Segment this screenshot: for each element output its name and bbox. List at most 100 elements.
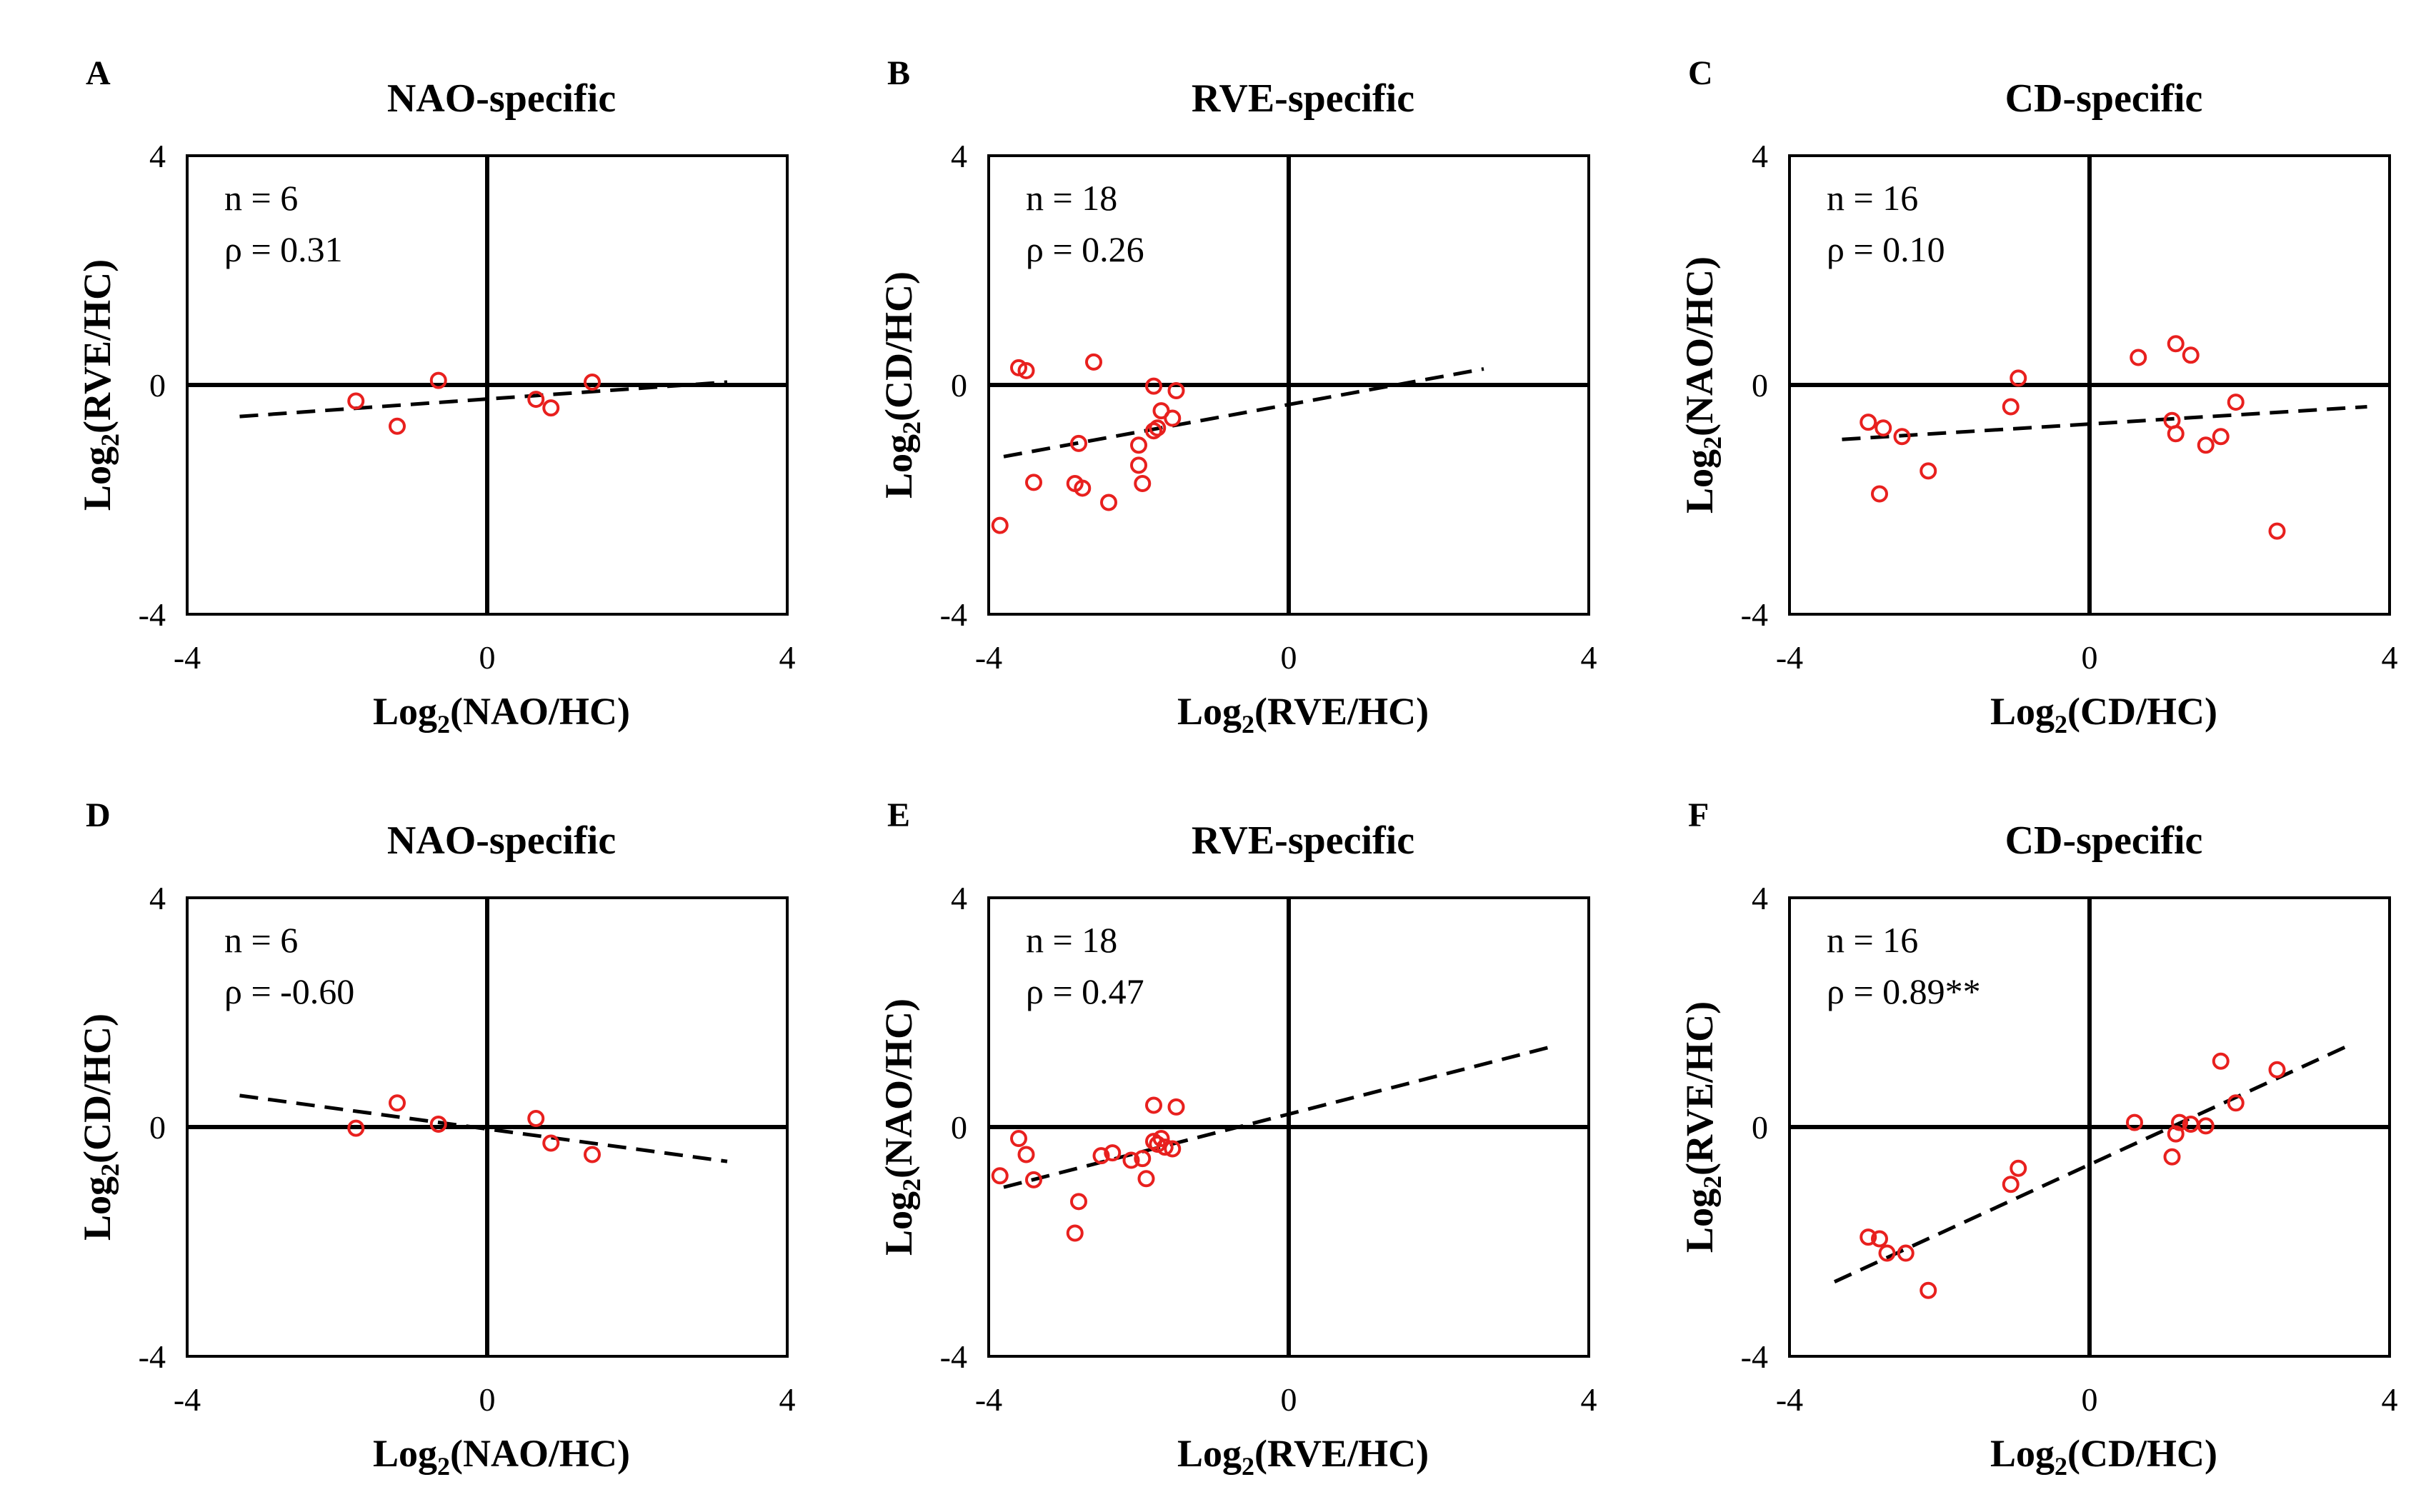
data-point	[1871, 485, 1888, 503]
data-point	[2212, 1052, 2230, 1070]
trendline	[1003, 367, 1484, 459]
data-point	[1145, 377, 1162, 395]
data-point	[2126, 1113, 2143, 1131]
data-point	[1010, 359, 1027, 376]
y-tick-label: 4	[951, 138, 967, 174]
rho-label: ρ = -0.60	[224, 971, 354, 1011]
data-point	[1122, 1151, 1140, 1169]
rho-label: ρ = 0.26	[1026, 229, 1144, 269]
data-point	[1100, 494, 1117, 511]
data-point	[1897, 1244, 1915, 1262]
data-point	[991, 516, 1009, 534]
data-point	[1104, 1144, 1122, 1162]
data-point	[1130, 436, 1147, 454]
trendline	[239, 380, 728, 419]
data-point	[2167, 425, 2185, 443]
chart-panel-d: D NAO-specific -4 0 4 4 0 -4 Log2(NAO/HC) Log2(CD…	[76, 796, 796, 1481]
data-point	[2010, 369, 2027, 387]
data-point	[389, 417, 406, 435]
chart-title: RVE-specific	[1192, 76, 1414, 121]
data-point	[1134, 1150, 1152, 1168]
data-point	[1085, 353, 1102, 371]
data-point	[1893, 428, 1911, 446]
data-point	[429, 1115, 447, 1133]
data-point	[1010, 1130, 1027, 1148]
x-tick-label: 4	[1581, 1381, 1597, 1418]
data-point	[1025, 1171, 1042, 1188]
data-point	[1164, 409, 1182, 427]
y-axis-label: Log2(CD/HC)	[76, 1013, 124, 1241]
data-point	[1167, 1098, 1185, 1116]
panel-letter: E	[887, 796, 910, 834]
data-point	[2212, 428, 2230, 446]
trendline	[1003, 1045, 1552, 1189]
data-point	[2130, 349, 2147, 366]
data-point	[542, 399, 560, 417]
data-point	[1066, 1224, 1084, 1242]
x-tick-label: 0	[1281, 639, 1297, 676]
x-tick-label: -4	[975, 639, 1002, 676]
y-tick-label: 0	[951, 1109, 967, 1146]
y-tick-label: 4	[149, 880, 166, 916]
data-point	[2002, 1176, 2020, 1193]
x-tick-label: -4	[1776, 1381, 1803, 1418]
panel-letter: D	[86, 796, 111, 834]
chart-panel-a: A NAO-specific -4 0 4 4 0 -4 Log2(NAO/HC) Log2(RV…	[76, 54, 796, 739]
y-tick-label: -4	[1741, 596, 1768, 633]
chart-title: RVE-specific	[1192, 818, 1414, 863]
data-point	[2227, 1094, 2245, 1112]
rho-label: ρ = 0.31	[224, 229, 343, 269]
x-tick-label: 0	[479, 1381, 496, 1418]
trendline	[239, 1093, 728, 1163]
data-point	[542, 1134, 560, 1152]
x-tick-label: 4	[779, 1381, 796, 1418]
x-tick-label: 4	[2382, 1381, 2398, 1418]
panel-letter: F	[1688, 796, 1709, 834]
data-point	[2163, 1148, 2181, 1166]
y-tick-label: -4	[1741, 1338, 1768, 1375]
n-label: n = 16	[1827, 178, 1918, 218]
data-point	[1164, 1140, 1182, 1158]
x-axis-label: Log2(CD/HC)	[1990, 690, 2217, 739]
data-point	[389, 1094, 406, 1112]
data-point	[1145, 422, 1162, 440]
y-axis-label: Log2(NAO/HC)	[877, 998, 926, 1256]
data-point	[347, 1119, 365, 1137]
data-point	[347, 392, 365, 410]
x-tick-label: -4	[174, 1381, 201, 1418]
data-point	[1878, 1244, 1896, 1262]
data-point	[1145, 1096, 1162, 1114]
y-tick-label: 0	[1752, 367, 1768, 404]
x-tick-label: -4	[174, 639, 201, 676]
data-point	[2171, 1113, 2188, 1131]
rho-label: ρ = 0.89**	[1827, 971, 1981, 1011]
rho-label: ρ = 0.47	[1026, 971, 1144, 1011]
data-point	[527, 391, 545, 409]
data-point	[1149, 1136, 1167, 1153]
data-point	[1920, 462, 1937, 480]
chart-title: NAO-specific	[387, 818, 616, 863]
x-axis-label: Log2(CD/HC)	[1990, 1432, 2217, 1481]
data-point	[1092, 1147, 1110, 1165]
data-point	[2268, 1061, 2286, 1078]
y-tick-label: 0	[1752, 1109, 1768, 1146]
chart-panel-f: F CD-specific -4 0 4 4 0 -4 Log2(CD/HC) Log2(RVE/…	[1678, 796, 2398, 1481]
data-point	[2167, 335, 2185, 353]
y-tick-label: 4	[1752, 880, 1768, 916]
x-tick-label: 0	[479, 639, 496, 676]
x-axis-label: Log2(NAO/HC)	[373, 1432, 630, 1481]
x-axis-label: Log2(RVE/HC)	[1177, 1432, 1429, 1481]
x-tick-label: 4	[779, 639, 796, 676]
data-point	[2268, 522, 2286, 540]
data-point	[1070, 1193, 1087, 1211]
data-point	[584, 373, 601, 391]
chart-title: CD-specific	[2005, 76, 2203, 121]
y-tick-label: 0	[149, 367, 166, 404]
panel-letter: A	[86, 54, 111, 92]
rho-label: ρ = 0.10	[1827, 229, 1945, 269]
chart-panel-b: B RVE-specific -4 0 4 4 0 -4 Log2(RVE/HC) Log2(CD…	[877, 54, 1597, 739]
n-label: n = 6	[224, 178, 298, 218]
data-point	[2227, 394, 2245, 411]
y-axis-label: Log2(RVE/HC)	[1678, 1001, 1727, 1253]
data-point	[429, 371, 447, 389]
